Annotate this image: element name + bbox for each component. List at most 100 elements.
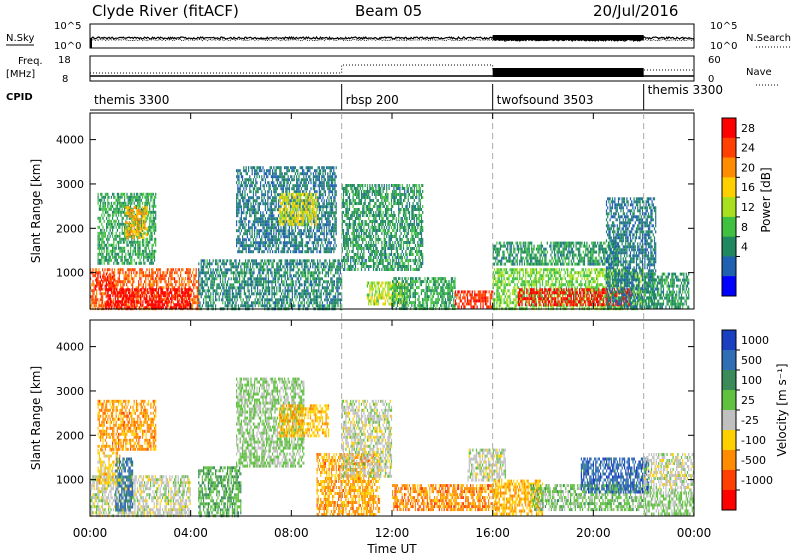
power-cell bbox=[316, 178, 318, 182]
power-cell bbox=[251, 268, 253, 272]
power-cell bbox=[308, 283, 310, 287]
power-cell bbox=[184, 294, 186, 298]
power-cell bbox=[132, 291, 134, 295]
power-cell bbox=[299, 229, 301, 233]
power-cell bbox=[124, 198, 126, 202]
power-cell bbox=[316, 241, 318, 245]
power-cell bbox=[107, 213, 109, 217]
power-cell bbox=[267, 235, 269, 239]
power-cell bbox=[262, 214, 264, 218]
power-cell bbox=[326, 298, 328, 302]
power-cell bbox=[251, 181, 253, 185]
power-cell bbox=[134, 292, 136, 296]
power-cell bbox=[156, 295, 158, 299]
power-cell bbox=[320, 181, 322, 185]
power-cell bbox=[174, 286, 176, 290]
power-cell bbox=[128, 304, 130, 308]
power-cell bbox=[100, 192, 102, 196]
power-cell bbox=[132, 224, 134, 228]
power-cell bbox=[259, 280, 261, 284]
power-cell bbox=[119, 306, 121, 310]
power-cell bbox=[246, 202, 248, 206]
power-cell bbox=[302, 192, 304, 196]
power-cell bbox=[329, 208, 331, 212]
power-cell bbox=[133, 195, 135, 199]
power-cell bbox=[190, 274, 192, 278]
power-cell bbox=[147, 225, 150, 229]
power-cell bbox=[289, 259, 291, 263]
power-cell bbox=[195, 286, 197, 290]
power-cell bbox=[275, 190, 277, 194]
power-cell bbox=[152, 274, 154, 278]
power-cell bbox=[102, 231, 104, 235]
power-cell bbox=[309, 301, 311, 305]
power-cell bbox=[324, 247, 326, 251]
power-cell bbox=[297, 192, 300, 196]
power-cell bbox=[249, 271, 251, 275]
power-cell bbox=[133, 277, 135, 281]
power-cell bbox=[192, 271, 194, 275]
power-cell bbox=[130, 209, 132, 213]
power-cell bbox=[281, 268, 283, 272]
power-cell bbox=[241, 271, 243, 275]
power-cell bbox=[200, 277, 202, 281]
power-cell bbox=[306, 289, 308, 293]
power-cell bbox=[116, 240, 118, 244]
power-cell bbox=[251, 172, 253, 176]
power-cell bbox=[115, 261, 117, 265]
power-cell bbox=[303, 172, 305, 176]
power-cell bbox=[284, 247, 286, 251]
power-cell bbox=[271, 265, 273, 269]
power-cell bbox=[248, 178, 250, 182]
power-cell bbox=[258, 196, 260, 200]
power-cell bbox=[104, 278, 106, 282]
power-cell bbox=[297, 274, 299, 278]
power-cell bbox=[321, 220, 323, 224]
power-cell bbox=[324, 298, 326, 302]
power-cell bbox=[308, 241, 310, 245]
power-cell bbox=[108, 255, 110, 259]
power-cell bbox=[120, 222, 122, 226]
power-cell bbox=[283, 298, 285, 302]
power-cell bbox=[218, 274, 220, 278]
power-cell bbox=[309, 235, 311, 239]
power-cell bbox=[273, 289, 275, 293]
power-cell bbox=[252, 241, 254, 245]
power-cell bbox=[285, 265, 287, 269]
power-cell bbox=[324, 217, 326, 221]
power-cell bbox=[309, 265, 311, 269]
power-cell bbox=[121, 298, 123, 302]
power-cell bbox=[97, 195, 99, 199]
power-cell bbox=[249, 196, 251, 200]
power-cell bbox=[94, 274, 96, 278]
power-cell bbox=[175, 291, 178, 295]
power-cell bbox=[110, 225, 112, 229]
power-cell bbox=[229, 259, 231, 263]
power-cell bbox=[200, 292, 202, 296]
power-cell bbox=[275, 196, 277, 200]
power-cell bbox=[155, 240, 157, 244]
power-cell bbox=[310, 235, 312, 239]
power-cell bbox=[115, 252, 117, 256]
power-cell bbox=[326, 250, 328, 254]
power-cell bbox=[262, 223, 264, 227]
power-cell bbox=[278, 259, 280, 263]
power-cell bbox=[284, 195, 286, 199]
power-cell bbox=[313, 280, 315, 284]
power-cell bbox=[114, 222, 116, 226]
power-cell bbox=[153, 280, 155, 284]
power-cell bbox=[130, 283, 132, 287]
power-cell bbox=[279, 207, 282, 211]
power-cell bbox=[268, 172, 270, 176]
power-cell bbox=[335, 232, 337, 236]
power-cell bbox=[114, 255, 116, 259]
power-cell bbox=[151, 303, 154, 307]
power-cell bbox=[312, 193, 314, 197]
power-cell bbox=[236, 169, 238, 173]
power-cell bbox=[204, 274, 206, 278]
power-cell bbox=[215, 268, 217, 272]
power-cell bbox=[250, 166, 252, 170]
power-cell bbox=[267, 298, 269, 302]
power-cell bbox=[332, 226, 334, 230]
power-cell bbox=[300, 204, 302, 208]
